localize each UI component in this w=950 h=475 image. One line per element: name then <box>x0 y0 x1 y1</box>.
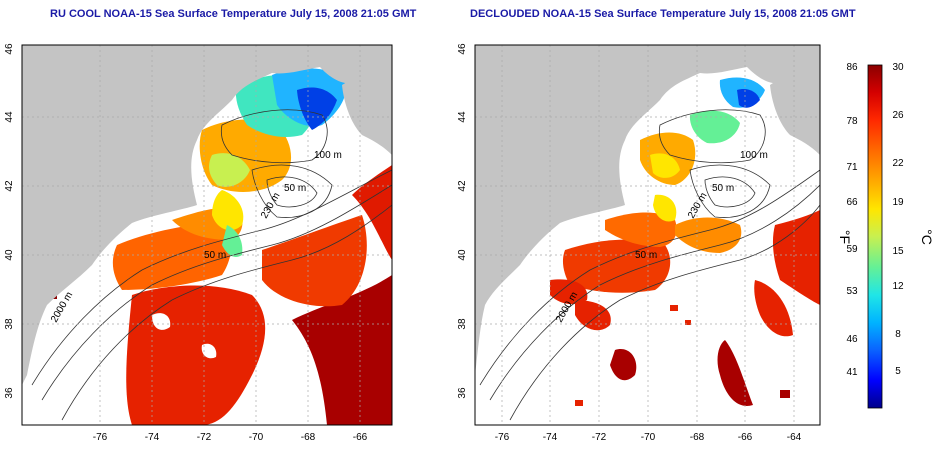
y-axis-ticks: 36 38 40 42 44 46 <box>4 43 15 399</box>
c-tick: 5 <box>895 366 901 377</box>
contour-label: 50 m <box>204 250 226 261</box>
x-tick: -70 <box>641 432 656 443</box>
contour-label: 50 m <box>712 183 734 194</box>
f-tick: 86 <box>846 62 858 73</box>
f-tick: 46 <box>846 334 858 345</box>
y-tick: 44 <box>457 111 468 123</box>
c-tick: 12 <box>892 281 904 292</box>
right-panel-title: DECLOUDED NOAA-15 Sea Surface Temperatur… <box>470 8 856 20</box>
fahrenheit-unit: °F <box>837 230 853 244</box>
left-panel-title: RU COOL NOAA-15 Sea Surface Temperature … <box>50 8 417 20</box>
map-frame <box>474 44 821 426</box>
y-tick: 36 <box>457 387 468 399</box>
bathymetry-contours <box>31 109 392 421</box>
y-tick: 46 <box>4 43 15 55</box>
c-tick: 26 <box>892 110 904 121</box>
y-tick: 36 <box>4 387 15 399</box>
fahrenheit-ticks: 86 78 71 66 59 53 46 41 <box>846 62 858 378</box>
x-axis-ticks: -76 -74 -72 -70 -68 -66 -64 <box>495 432 802 443</box>
right-sst-map: 100 m 50 m 230 m 50 m 2000 m -76 -74 -72… <box>457 43 821 443</box>
y-tick: 44 <box>4 111 15 123</box>
x-tick: -68 <box>690 432 705 443</box>
f-tick: 53 <box>846 286 858 297</box>
y-tick: 40 <box>457 249 468 261</box>
contour-label: 100 m <box>740 150 768 161</box>
y-tick: 38 <box>457 318 468 330</box>
x-tick: -76 <box>495 432 510 443</box>
f-tick: 41 <box>846 367 858 378</box>
x-axis-ticks: -76 -74 -72 -70 -68 -66 <box>93 432 368 443</box>
celsius-ticks: 30 26 22 19 15 12 8 5 <box>892 62 904 377</box>
f-tick: 66 <box>846 197 858 208</box>
f-tick: 59 <box>846 244 858 255</box>
x-tick: -68 <box>301 432 316 443</box>
f-tick: 71 <box>846 162 858 173</box>
colorbar-gradient <box>867 64 883 409</box>
bathymetry-contours <box>479 109 820 421</box>
x-tick: -66 <box>738 432 753 443</box>
x-tick: -72 <box>197 432 212 443</box>
x-tick: -74 <box>145 432 160 443</box>
c-tick: 22 <box>892 158 904 169</box>
y-tick: 42 <box>457 180 468 192</box>
contour-label: 50 m <box>284 183 306 194</box>
x-tick: -64 <box>787 432 802 443</box>
x-tick: -76 <box>93 432 108 443</box>
c-tick: 30 <box>892 62 904 73</box>
contour-label: 50 m <box>635 250 657 261</box>
sst-field <box>550 77 820 406</box>
c-tick: 15 <box>892 246 904 257</box>
f-tick: 78 <box>846 116 858 127</box>
land-mass <box>22 45 392 385</box>
x-tick: -74 <box>543 432 558 443</box>
celsius-unit: °C <box>919 229 935 245</box>
grid-lines <box>22 45 392 425</box>
left-sst-map: 100 m 50 m 230 m 50 m 2000 m -76 -74 -72… <box>4 43 393 443</box>
c-tick: 8 <box>895 329 901 340</box>
c-tick: 19 <box>892 197 904 208</box>
land-mass <box>475 45 820 375</box>
x-tick: -72 <box>592 432 607 443</box>
x-tick: -66 <box>353 432 368 443</box>
y-tick: 42 <box>4 180 15 192</box>
contour-label: 100 m <box>314 150 342 161</box>
grid-lines <box>475 45 820 425</box>
y-tick: 38 <box>4 318 15 330</box>
y-axis-ticks: 36 38 40 42 44 46 <box>457 43 468 399</box>
x-tick: -70 <box>249 432 264 443</box>
temperature-colorbar: 86 78 71 66 59 53 46 41 30 26 22 19 15 1… <box>837 62 935 409</box>
map-frame <box>21 44 393 426</box>
y-tick: 46 <box>457 43 468 55</box>
y-tick: 40 <box>4 249 15 261</box>
